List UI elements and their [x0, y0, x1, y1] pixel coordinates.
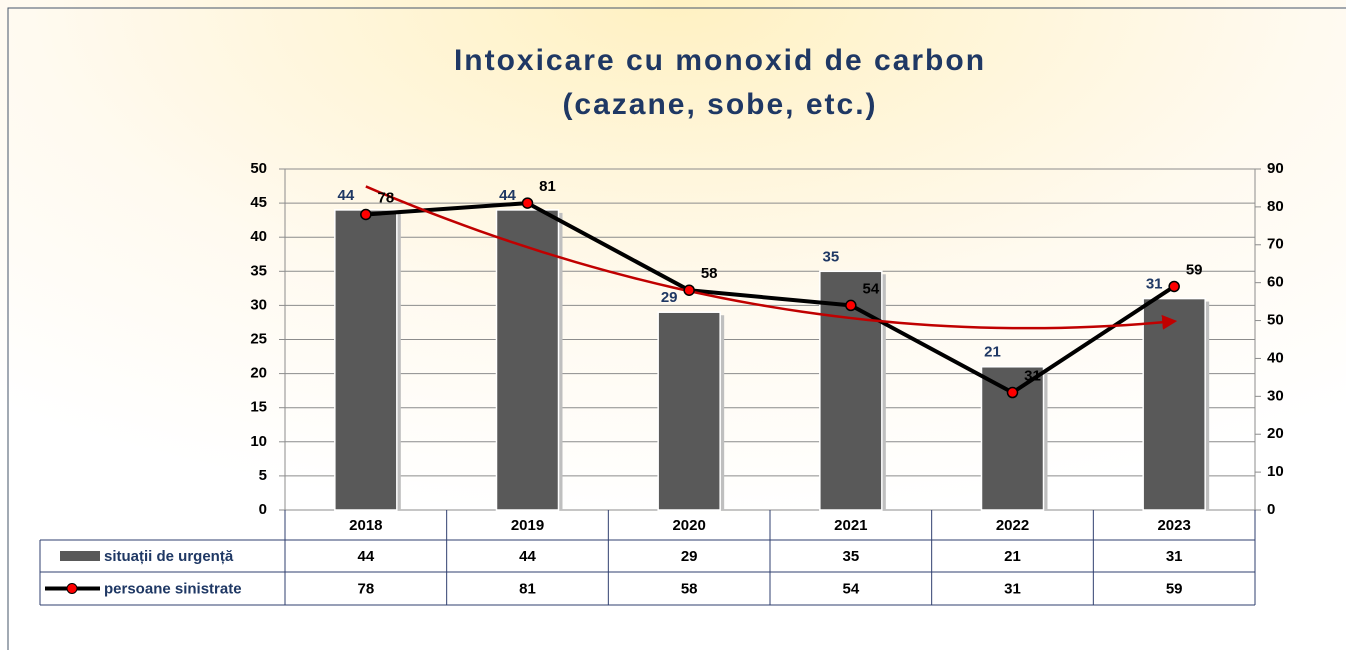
table-cell: 29 — [681, 548, 698, 565]
table-cell: 59 — [1166, 580, 1183, 597]
chart: Intoxicare cu monoxid de carbon (cazane,… — [0, 0, 1346, 650]
line-marker — [523, 198, 533, 208]
line-marker — [1169, 281, 1179, 291]
bar — [658, 312, 720, 510]
table-cell: 31 — [1166, 548, 1183, 565]
x-tick-label: 2018 — [349, 517, 382, 534]
bar-value-label: 31 — [1146, 276, 1163, 293]
table-cell: 81 — [519, 580, 536, 597]
legend-symbol — [67, 584, 77, 594]
y-tick-label: 20 — [250, 365, 267, 382]
bar-value-label: 44 — [337, 187, 354, 204]
y-tick-label: 15 — [250, 399, 267, 416]
table-cell: 44 — [519, 548, 536, 565]
y2-tick-label: 30 — [1267, 387, 1284, 404]
table-cell: 21 — [1004, 548, 1021, 565]
chart-title: (cazane, sobe, etc.) — [562, 88, 877, 121]
y-tick-label: 25 — [250, 330, 267, 347]
bar-value-label: 21 — [984, 344, 1001, 361]
x-tick-label: 2019 — [511, 517, 544, 534]
bar-value-label: 29 — [661, 289, 678, 306]
y2-tick-label: 60 — [1267, 274, 1284, 291]
y-tick-label: 45 — [250, 194, 267, 211]
line-value-label: 58 — [701, 265, 718, 282]
y2-tick-label: 0 — [1267, 501, 1275, 518]
line-value-label: 59 — [1186, 261, 1203, 278]
y-tick-label: 5 — [259, 467, 267, 484]
line-value-label: 31 — [1024, 368, 1041, 385]
bar-value-label: 44 — [499, 187, 516, 204]
y2-tick-label: 70 — [1267, 236, 1284, 253]
line-value-label: 78 — [377, 189, 394, 206]
y-tick-label: 40 — [250, 228, 267, 245]
y2-tick-label: 40 — [1267, 349, 1284, 366]
y-tick-label: 30 — [250, 296, 267, 313]
page: {"chart_data": { "type": "combo", "title… — [0, 0, 1346, 650]
y-tick-label: 50 — [250, 160, 267, 177]
x-tick-label: 2022 — [996, 517, 1029, 534]
y2-tick-label: 50 — [1267, 312, 1284, 329]
line-value-label: 54 — [862, 280, 879, 297]
table-cell: 31 — [1004, 580, 1021, 597]
table-cell: 54 — [842, 580, 859, 597]
table-cell: 44 — [357, 548, 374, 565]
bar-value-label: 35 — [822, 248, 839, 265]
y2-tick-label: 90 — [1267, 160, 1284, 177]
y-tick-label: 35 — [250, 262, 267, 279]
line-marker — [846, 300, 856, 310]
y2-tick-label: 20 — [1267, 425, 1284, 442]
x-tick-label: 2020 — [672, 517, 705, 534]
line-marker — [361, 209, 371, 219]
table-cell: 78 — [357, 580, 374, 597]
table-cell: 35 — [842, 548, 859, 565]
y2-tick-label: 80 — [1267, 198, 1284, 215]
chart-title: Intoxicare cu monoxid de carbon — [454, 44, 986, 77]
line-marker — [684, 285, 694, 295]
y-tick-label: 10 — [250, 433, 267, 450]
table-cell: 58 — [681, 580, 698, 597]
legend-symbol — [60, 551, 100, 561]
line-value-label: 81 — [539, 178, 556, 195]
line-marker — [1008, 388, 1018, 398]
y2-tick-label: 10 — [1267, 463, 1284, 480]
bar — [335, 210, 397, 510]
y-tick-label: 0 — [259, 501, 267, 518]
bar — [1143, 299, 1205, 510]
x-tick-label: 2021 — [834, 517, 867, 534]
legend-label: persoane sinistrate — [104, 580, 242, 597]
x-tick-label: 2023 — [1157, 517, 1190, 534]
legend-label: situații de urgență — [104, 548, 234, 565]
